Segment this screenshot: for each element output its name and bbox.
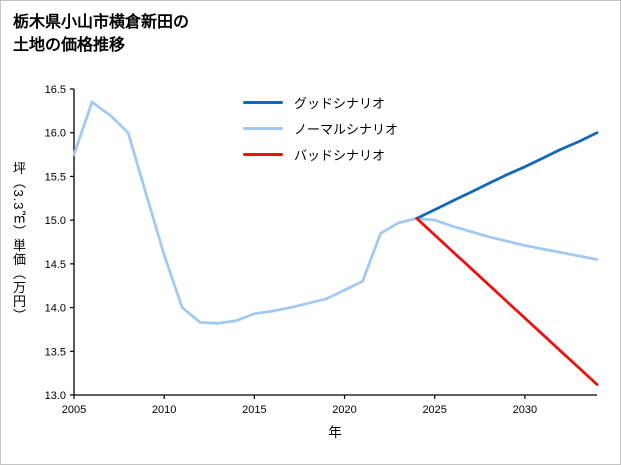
y-tick-label: 15.0 [45, 215, 66, 227]
legend-line-swatch [243, 101, 283, 104]
legend-item-normal-scenario: ノーマルシナリオ [243, 120, 398, 137]
y-tick-label: 16.0 [45, 128, 66, 140]
x-axis-label: 年 [328, 425, 342, 440]
series-line-normal-scenario [72, 100, 599, 325]
legend-item-bad-scenario: バッドシナリオ [243, 146, 398, 163]
legend-label: グッドシナリオ [294, 96, 386, 111]
chart-legend: グッドシナリオ ノーマルシナリオ バッドシナリオ [243, 94, 398, 163]
x-tick-label: 2015 [242, 404, 266, 416]
y-tick-label: 14.0 [45, 303, 66, 315]
series-line-bad-scenario [415, 216, 599, 386]
y-tick-label: 13.5 [45, 346, 66, 358]
y-tick-label: 15.5 [45, 171, 66, 183]
y-tick-label: 16.5 [45, 84, 66, 96]
y-tick-label: 13.0 [45, 390, 66, 402]
chart-title: 栃木県小山市横倉新田の 土地の価格推移 [13, 14, 190, 55]
y-axis-label: 坪（3.3㎡）単価（万円） [11, 161, 26, 323]
legend-label: バッドシナリオ [294, 148, 386, 163]
series-line-good-scenario [415, 131, 599, 220]
legend-line-swatch [243, 153, 283, 156]
x-tick-label: 2020 [332, 404, 356, 416]
x-tick-label: 2010 [152, 404, 176, 416]
legend-item-good-scenario: グッドシナリオ [243, 94, 398, 111]
x-tick-label: 2005 [62, 404, 86, 416]
x-tick-label: 2025 [422, 404, 446, 416]
x-tick-label: 2030 [513, 404, 537, 416]
y-tick-label: 14.5 [45, 259, 66, 271]
legend-line-swatch [243, 127, 283, 130]
legend-label: ノーマルシナリオ [294, 122, 399, 137]
